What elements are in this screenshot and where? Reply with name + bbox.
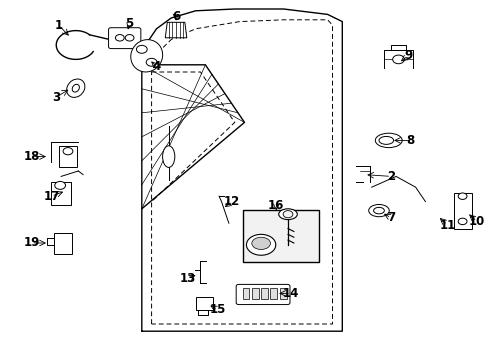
Text: 7: 7 [386, 211, 394, 224]
Bar [59, 146, 77, 167]
Text: 15: 15 [209, 303, 225, 316]
Bar [51, 182, 71, 205]
Polygon shape [165, 22, 186, 38]
Ellipse shape [72, 84, 79, 92]
Circle shape [63, 148, 73, 155]
Circle shape [283, 211, 292, 218]
Ellipse shape [130, 40, 163, 72]
Text: 2: 2 [386, 170, 394, 183]
Text: 16: 16 [267, 199, 284, 212]
Circle shape [136, 45, 147, 53]
Text: 13: 13 [180, 273, 196, 285]
Text: 1: 1 [55, 19, 62, 32]
Bar [242, 288, 249, 299]
Text: 3: 3 [52, 91, 60, 104]
Circle shape [146, 58, 157, 66]
Ellipse shape [251, 237, 270, 249]
Bar [261, 288, 267, 299]
Circle shape [55, 181, 65, 189]
Circle shape [392, 55, 404, 64]
Ellipse shape [368, 204, 388, 217]
Bar [251, 288, 258, 299]
Ellipse shape [373, 207, 384, 214]
Text: 8: 8 [406, 134, 414, 147]
Bar [54, 233, 72, 254]
Circle shape [115, 35, 124, 41]
Text: 14: 14 [282, 287, 299, 300]
Text: 9: 9 [404, 49, 411, 62]
Bar [242, 210, 318, 262]
Ellipse shape [66, 79, 85, 98]
Ellipse shape [278, 209, 297, 220]
Bar [279, 288, 286, 299]
Circle shape [457, 193, 466, 199]
Ellipse shape [162, 146, 175, 167]
Text: 11: 11 [438, 219, 455, 231]
Text: 19: 19 [23, 237, 40, 249]
Circle shape [125, 35, 134, 41]
FancyBboxPatch shape [108, 28, 141, 49]
Circle shape [457, 218, 466, 225]
Text: 6: 6 [172, 10, 180, 23]
FancyBboxPatch shape [236, 284, 289, 305]
Text: 18: 18 [23, 150, 40, 163]
Ellipse shape [246, 234, 275, 255]
Ellipse shape [378, 136, 393, 144]
Text: 10: 10 [468, 215, 484, 228]
Text: 12: 12 [224, 195, 240, 208]
Bar [270, 288, 277, 299]
Text: 17: 17 [43, 190, 60, 203]
Bar [195, 297, 212, 310]
Ellipse shape [375, 133, 401, 148]
Bar [453, 193, 471, 229]
Text: 5: 5 [125, 17, 133, 30]
Text: 4: 4 [152, 60, 160, 73]
